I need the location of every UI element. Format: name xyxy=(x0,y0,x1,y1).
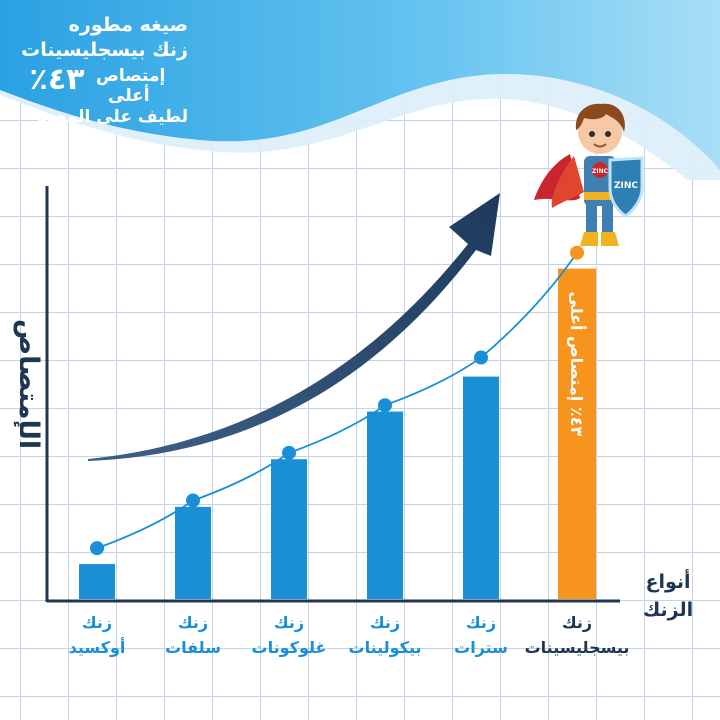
shield-text: ZINC xyxy=(614,181,638,191)
shield-icon xyxy=(608,156,644,218)
highlight-bar-label: ٤٣٪ إمتصاص أعلى xyxy=(567,291,587,436)
x-tick-label-2: زنك سلفات xyxy=(165,613,221,657)
data-point-4 xyxy=(378,398,392,413)
bar-3 xyxy=(271,459,307,599)
y-axis-title: الإمتصاص xyxy=(13,318,44,450)
header-line-2: زنك بيسجليسينات xyxy=(21,39,188,61)
bar-4 xyxy=(367,411,403,599)
data-point-6 xyxy=(570,245,584,260)
trend-line xyxy=(96,252,578,550)
data-point-1 xyxy=(90,541,104,556)
data-point-3 xyxy=(282,445,296,460)
data-point-5 xyxy=(474,350,488,365)
x-tick-label-4: زنك بيكولينات xyxy=(348,613,421,657)
header-wave xyxy=(0,0,720,180)
bar-1 xyxy=(79,564,115,599)
bar-6 xyxy=(558,268,596,599)
x-axis-title-line-2: الزنك xyxy=(642,599,694,621)
data-point-2 xyxy=(186,493,200,508)
x-tick-label-3: زنك غلوكونات xyxy=(252,613,327,657)
header-percent: ٤٣٪ xyxy=(29,62,85,97)
header-absorb-1: إمتصاص xyxy=(96,66,166,86)
bar-5 xyxy=(463,376,499,599)
header-line-4: لطيف على المعدة xyxy=(37,107,188,127)
header-line-1: صيغه مطوره xyxy=(68,14,188,36)
chest-emblem-text: ZINC xyxy=(592,168,609,175)
x-axis-title-line-1: أنواع xyxy=(645,571,691,593)
x-axis-title: أنواع الزنك xyxy=(620,568,716,624)
x-tick-label-1: زنك أوكسيد xyxy=(69,613,126,657)
growth-arrow xyxy=(88,193,500,461)
x-tick-label-5: زنك سترات xyxy=(454,613,508,657)
header-absorb-2: أعلى xyxy=(108,86,150,106)
superhero-mascot: ZINC ZINC xyxy=(534,103,644,246)
x-tick-label-6: زنك بيسجليسينات xyxy=(525,613,630,657)
bar-2 xyxy=(175,506,211,599)
